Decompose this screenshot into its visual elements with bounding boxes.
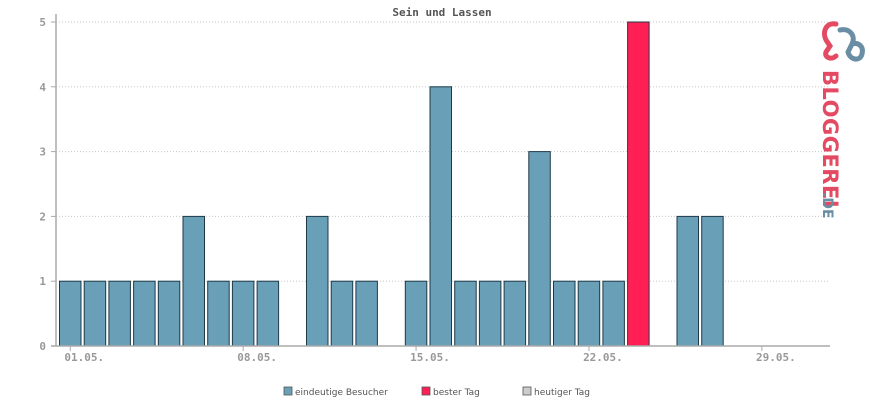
chart-title: Sein und Lassen: [392, 6, 491, 19]
axes: [51, 14, 830, 347]
bar: [108, 280, 131, 347]
bar: [59, 280, 82, 347]
x-axis-ticks: 01.05. 08.05. 15.05. 22.05. 29.05.: [64, 346, 796, 364]
bar: [157, 280, 181, 347]
bar: [83, 280, 107, 347]
x-tick-label: 08.05.: [237, 351, 277, 364]
x-tick-label: 29.05.: [756, 351, 796, 364]
bloggerei-logo: BLOGGEREI .DE: [818, 21, 865, 219]
legend-label: eindeutige Besucher: [295, 388, 388, 398]
x-tick-label: 15.05.: [410, 351, 450, 364]
x-tick-label: 01.05.: [64, 351, 104, 364]
bar: [207, 280, 230, 347]
bar: [577, 280, 601, 347]
bar: [553, 280, 576, 347]
logo-suffix: .DE: [819, 192, 835, 219]
y-tick-label: 0: [39, 340, 46, 353]
y-tick-label: 3: [39, 146, 46, 159]
y-tick-label: 4: [39, 81, 46, 94]
bar: [528, 151, 551, 347]
logo-text: BLOGGEREI: [818, 70, 842, 208]
legend-label: bester Tag: [433, 388, 480, 398]
bar: [133, 280, 156, 347]
bar: [478, 280, 502, 347]
x-tick-label: 22.05.: [583, 351, 623, 364]
legend: eindeutige Besucher bester Tag heutiger Ta…: [283, 386, 590, 398]
bars: [59, 21, 724, 347]
bar: [330, 280, 354, 347]
bar: [503, 280, 527, 347]
bar: [454, 280, 477, 347]
legend-swatch: [522, 386, 532, 396]
bar: [306, 215, 329, 347]
bar: [429, 86, 452, 347]
legend-label: heutiger Tag: [534, 388, 590, 398]
logo-icon: [821, 21, 865, 62]
legend-swatch: [421, 386, 431, 396]
bar: [256, 280, 280, 347]
y-tick-label: 5: [39, 16, 46, 29]
bar: [182, 215, 205, 347]
bar: [701, 215, 724, 347]
y-tick-label: 2: [39, 210, 46, 223]
bar: [231, 280, 255, 347]
bar: [676, 215, 699, 347]
bar-best-day: [627, 21, 650, 347]
y-axis-ticks: 0 1 2 3 4 5: [39, 16, 56, 353]
y-tick-label: 1: [39, 275, 46, 288]
legend-swatch: [283, 386, 293, 396]
bar: [602, 280, 625, 347]
bar: [355, 280, 378, 347]
bar: [404, 280, 428, 347]
